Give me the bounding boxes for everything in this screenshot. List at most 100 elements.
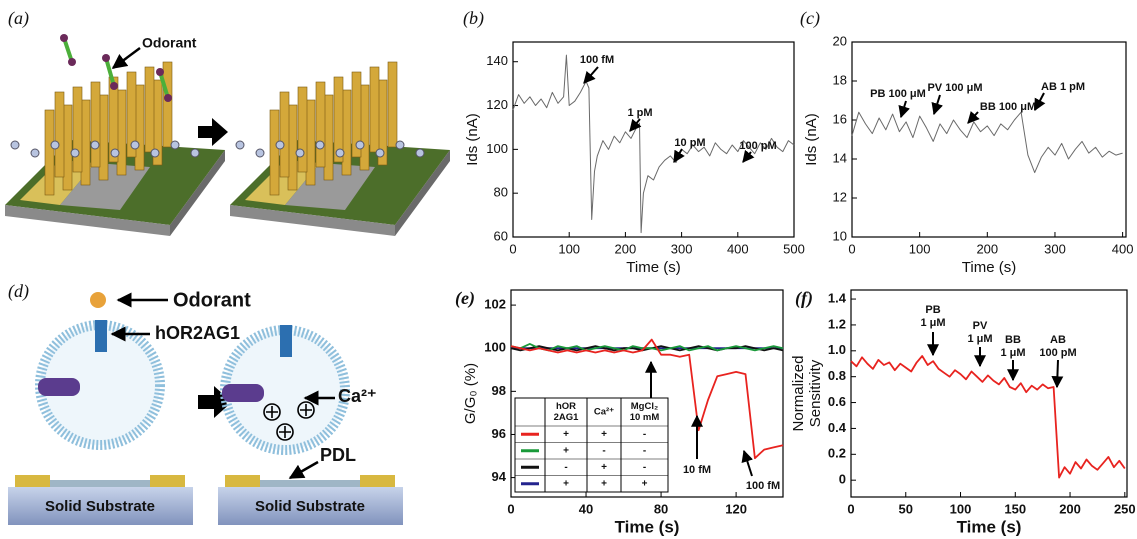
panel-label: (d) (8, 281, 29, 302)
table-cell: + (601, 462, 607, 473)
y-tick-label: 0 (839, 472, 846, 487)
lipid (295, 148, 305, 158)
y-axis-label: Sensitivity (807, 359, 824, 427)
pillar (279, 91, 290, 178)
receptor-label: hOR2AG1 (155, 323, 240, 343)
x-tick-label: 150 (1004, 501, 1026, 516)
annotation-arrow (967, 110, 980, 124)
pillar (134, 84, 145, 171)
lipid (70, 148, 80, 158)
x-tick-label: 50 (899, 501, 913, 516)
substrate-label: Solid Substrate (45, 498, 155, 515)
lipid (130, 140, 140, 150)
annotation-arrow (1051, 359, 1064, 389)
y-tick-label: 1.2 (828, 316, 846, 331)
chip-side (170, 150, 225, 236)
plot-frame (512, 41, 795, 238)
annotation: BB 100 μM (980, 101, 1036, 113)
panel-d: (d) Odorant hOR2AG1 Ca²⁺ PDL Solid Subst… (8, 281, 403, 525)
y-axis-label: Ids (nA) (464, 113, 481, 166)
pillar (162, 61, 173, 148)
x-tick-label: 0 (507, 501, 514, 516)
plot-frame (851, 41, 1127, 238)
pillar (359, 84, 370, 171)
table-cell: - (602, 445, 605, 456)
annotation: 1 μM (1000, 347, 1025, 359)
series-line (512, 54, 795, 234)
chart: (f) 0 50 100 150 200 250 0 0.2 0.4 0.6 0.8 1.0 1.2 1.4… (790, 288, 1136, 536)
series-line (510, 338, 784, 460)
lipid (375, 148, 385, 158)
panel-label: (e) (455, 288, 475, 309)
electrode (225, 475, 260, 487)
table-cell: + (601, 478, 607, 489)
lipid (170, 140, 180, 150)
odorant-ball (90, 292, 106, 308)
annotation: 10 fM (683, 464, 711, 476)
lipid (150, 148, 160, 158)
substrate-label: Solid Substrate (255, 498, 365, 515)
table-header: 2AG1 (554, 412, 580, 423)
nanotube (38, 378, 80, 396)
pillar (323, 94, 334, 181)
lipid (10, 140, 20, 150)
table-header: Ca²⁺ (594, 407, 614, 418)
pillar (297, 86, 308, 173)
y-tick-label: 0.2 (828, 446, 846, 461)
lipid (415, 148, 425, 158)
lipid (50, 140, 60, 150)
x-tick-label: 200 (1059, 501, 1081, 516)
lipid (335, 148, 345, 158)
pillar (116, 89, 127, 176)
chip-side (395, 150, 450, 236)
x-tick-label: 300 (671, 241, 693, 256)
y-tick-label: 16 (833, 111, 847, 126)
plot-frame (850, 289, 1128, 498)
molecule-end (164, 94, 172, 102)
y-tick-label: 20 (833, 33, 847, 48)
x-tick-label: 100 (558, 241, 580, 256)
odorant-molecules (62, 37, 170, 99)
x-tick-label: 200 (615, 241, 637, 256)
annotation: PB (925, 304, 940, 316)
molecule-ends (60, 34, 172, 102)
lipid (110, 148, 120, 158)
substrate (218, 487, 403, 525)
lipid (30, 148, 40, 158)
process-arrow (198, 386, 232, 418)
pillar (387, 61, 398, 148)
y-axis-label: Ids (nA) (803, 113, 820, 166)
lipid (315, 140, 325, 150)
odorant-label: Odorant (173, 289, 251, 311)
y-tick-label: 60 (494, 228, 508, 243)
x-tick-label: 80 (654, 501, 668, 516)
table-cell: - (643, 445, 646, 456)
x-tick-label: 100 (950, 501, 972, 516)
pillars (10, 61, 425, 196)
annotation-arrow (898, 100, 910, 119)
lipid (190, 148, 200, 158)
pillar (305, 99, 316, 186)
y-axis-label: Normalized (790, 356, 807, 432)
molecule-end (102, 54, 110, 62)
lipid (395, 140, 405, 150)
table-cell: + (563, 478, 569, 489)
pillar (62, 104, 73, 191)
y-tick-label: 14 (833, 150, 847, 165)
odorant-label: Odorant (142, 35, 197, 51)
x-tick-label: 300 (1044, 241, 1066, 256)
pillar (315, 81, 326, 168)
ion-label: Ca²⁺ (338, 386, 377, 406)
annotation-arrow (741, 449, 754, 477)
panel-label: (b) (463, 8, 484, 29)
x-tick-label: 0 (509, 241, 516, 256)
annotation: AB 1 pM (1041, 81, 1085, 93)
pillar (333, 76, 344, 163)
annotation-arrow (1034, 92, 1046, 112)
series-line (510, 343, 784, 352)
pillar (44, 109, 55, 196)
ion (276, 423, 294, 441)
molecule-end (68, 58, 76, 66)
annotation: 100 fM (746, 480, 780, 492)
pdl-layer (260, 480, 360, 487)
